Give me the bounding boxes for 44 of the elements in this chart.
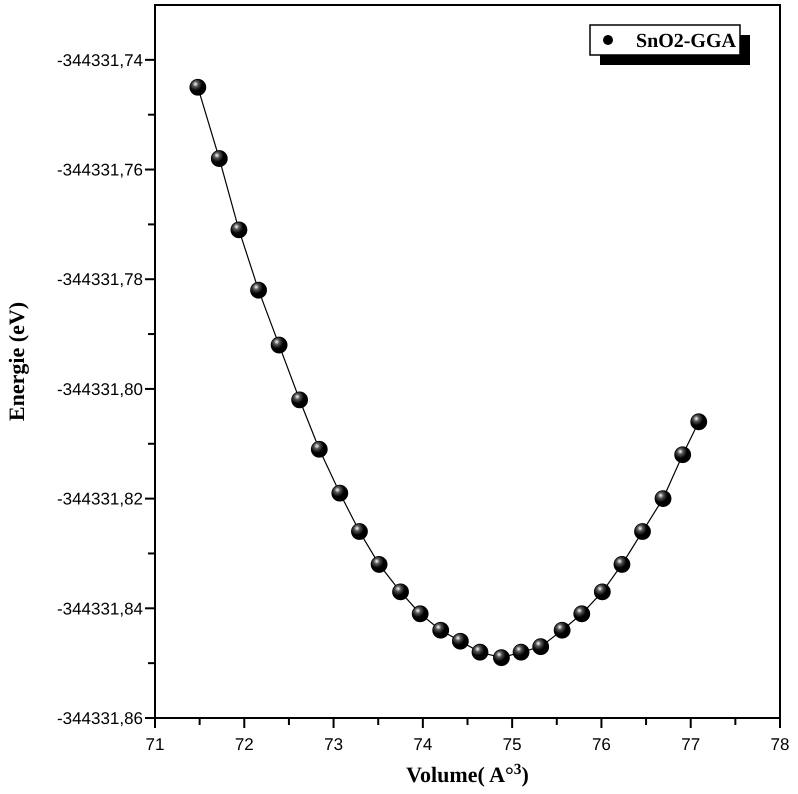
point [472, 644, 488, 661]
y-tick-label: -344331,84 [56, 599, 143, 618]
x-axis-title: Volume( A°$^{3}$) [406, 760, 529, 787]
point [654, 490, 672, 508]
point [634, 523, 651, 540]
x-tick-label: 77 [681, 735, 700, 754]
y-tick-label: -344331,78 [56, 270, 143, 290]
legend-label: SnO2-GGA [636, 30, 737, 52]
point [432, 622, 450, 639]
point [412, 605, 429, 622]
point [270, 336, 288, 354]
point [532, 638, 550, 656]
point [392, 583, 409, 600]
point [594, 583, 611, 600]
x-tick-label: 75 [502, 735, 522, 754]
point [690, 413, 708, 430]
point [189, 78, 206, 96]
point [331, 484, 348, 502]
x-tick-label: 71 [146, 735, 164, 754]
y-tick-label: -344331,80 [56, 380, 143, 399]
point [554, 622, 571, 639]
point [493, 649, 510, 666]
y-tick-label: -344331,76 [56, 160, 143, 180]
point [351, 523, 368, 540]
y-tick-label: -344331,82 [56, 490, 143, 509]
point [573, 605, 590, 622]
y-tick-label: -344331,86 [56, 709, 143, 728]
point [250, 282, 267, 299]
x-tick-label: 74 [413, 735, 432, 754]
point [210, 150, 228, 167]
x-tick-label: 72 [234, 735, 254, 754]
point [310, 440, 328, 458]
y-axis-title: Energie (eV) [4, 302, 29, 422]
x-tick-label: 73 [324, 735, 344, 754]
point [674, 446, 692, 464]
point [291, 391, 308, 408]
point [452, 632, 469, 650]
point [512, 644, 530, 661]
point [230, 221, 248, 238]
point [614, 556, 630, 573]
y-tick-label: -344331,74 [56, 50, 143, 70]
x-tick-label: 76 [592, 735, 611, 754]
x-tick-label: 78 [770, 735, 790, 754]
point [370, 556, 388, 573]
